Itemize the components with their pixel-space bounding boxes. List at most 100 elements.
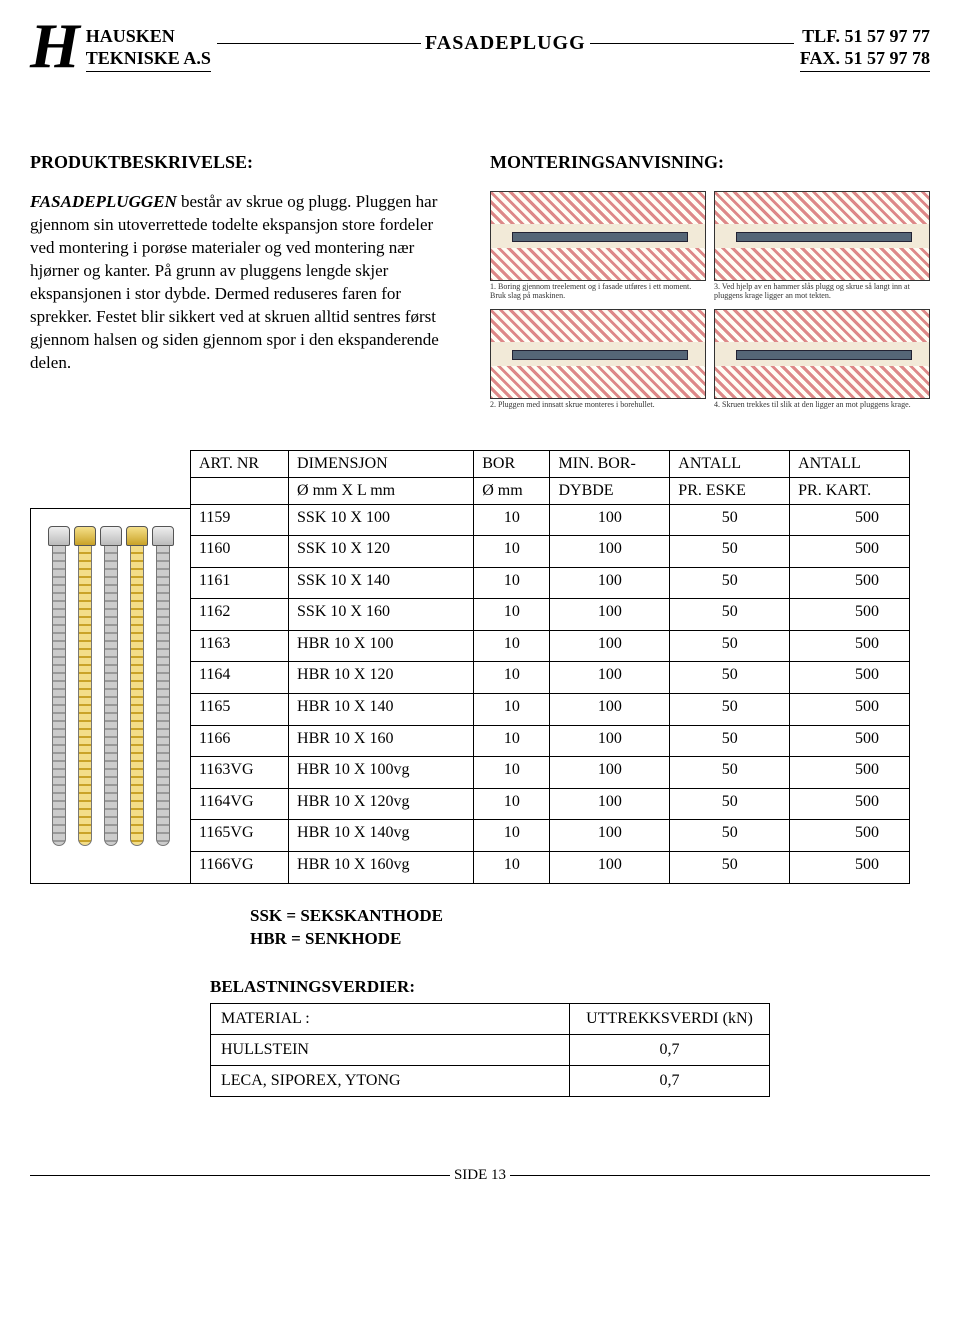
- cell-kart: 500: [790, 725, 910, 757]
- load-row: LECA, SIPOREX, YTONG 0,7: [211, 1066, 770, 1097]
- table-row: 1161SSK 10 X 1401010050500: [191, 567, 910, 599]
- contact-block: TLF. 51 57 97 77 FAX. 51 57 97 78: [800, 26, 930, 72]
- table-row: 1159SSK 10 X 1001010050500: [191, 504, 910, 536]
- col-kart-2: PR. KART.: [790, 477, 910, 504]
- cell-kart: 500: [790, 851, 910, 883]
- legend-block: SSK = SEKSKANTHODE HBR = SENKHODE: [250, 904, 930, 952]
- cell-dim: SSK 10 X 120: [289, 536, 474, 568]
- cell-dyb: 100: [550, 757, 670, 789]
- load-row: HULLSTEIN 0,7: [211, 1035, 770, 1066]
- cell-dyb: 100: [550, 820, 670, 852]
- cell-kart: 500: [790, 630, 910, 662]
- screw-illustration-1: [50, 526, 68, 866]
- cell-dyb: 100: [550, 725, 670, 757]
- load-header-material: MATERIAL :: [211, 1004, 570, 1035]
- cell-art: 1161: [191, 567, 289, 599]
- cell-kart: 500: [790, 820, 910, 852]
- cell-bor: 10: [474, 567, 550, 599]
- cell-eske: 50: [670, 662, 790, 694]
- table-row: 1163VGHBR 10 X 100vg1010050500: [191, 757, 910, 789]
- table-row: 1166HBR 10 X 1601010050500: [191, 725, 910, 757]
- table-row: 1162SSK 10 X 1601010050500: [191, 599, 910, 631]
- cell-bor: 10: [474, 757, 550, 789]
- mounting-diagram-2: [490, 309, 706, 399]
- col-minbor-1: MIN. BOR-: [550, 450, 670, 477]
- cell-eske: 50: [670, 504, 790, 536]
- load-heading: BELASTNINGSVERDIER:: [210, 977, 770, 997]
- cell-dim: SSK 10 X 100: [289, 504, 474, 536]
- cell-dim: HBR 10 X 160: [289, 725, 474, 757]
- table-row: 1160SSK 10 X 1201010050500: [191, 536, 910, 568]
- cell-dim: HBR 10 X 140: [289, 694, 474, 726]
- cell-kart: 500: [790, 599, 910, 631]
- cell-kart: 500: [790, 504, 910, 536]
- spec-header-row-2: Ø mm X L mm Ø mm DYBDE PR. ESKE PR. KART…: [191, 477, 910, 504]
- load-table: MATERIAL : UTTREKKSVERDI (kN) HULLSTEIN …: [210, 1003, 770, 1097]
- cell-bor: 10: [474, 662, 550, 694]
- load-table-wrap: BELASTNINGSVERDIER: MATERIAL : UTTREKKSV…: [210, 977, 770, 1097]
- diagram-4-wrap: 4. Skruen trekkes til slik at den ligger…: [714, 309, 930, 410]
- spec-table-wrap: ART. NR DIMENSJON BOR MIN. BOR- ANTALL A…: [30, 450, 930, 884]
- logo-letter: H: [30, 20, 80, 71]
- cell-bor: 10: [474, 788, 550, 820]
- cell-art: 1163: [191, 630, 289, 662]
- cell-bor: 10: [474, 630, 550, 662]
- cell-kart: 500: [790, 757, 910, 789]
- mounting-caption-1: 1. Boring gjennom treelement og i fasade…: [490, 283, 706, 301]
- screw-illustration-3: [102, 526, 120, 866]
- diagram-3-wrap: 3. Ved hjelp av en hammer slås plugg og …: [714, 191, 930, 301]
- cell-dyb: 100: [550, 788, 670, 820]
- page-title-wrap: FASADEPLUGG: [217, 32, 794, 55]
- cell-kart: 500: [790, 662, 910, 694]
- cell-eske: 50: [670, 694, 790, 726]
- cell-art: 1163VG: [191, 757, 289, 789]
- cell-bor: 10: [474, 694, 550, 726]
- legend-hbr: HBR = SENKHODE: [250, 927, 930, 951]
- col-artnr-2: [191, 477, 289, 504]
- cell-art: 1166VG: [191, 851, 289, 883]
- load-material-0: HULLSTEIN: [211, 1035, 570, 1066]
- mounting-caption-4: 4. Skruen trekkes til slik at den ligger…: [714, 401, 930, 410]
- cell-bor: 10: [474, 725, 550, 757]
- cell-bor: 10: [474, 851, 550, 883]
- product-image: [30, 508, 190, 884]
- cell-dyb: 100: [550, 694, 670, 726]
- product-description-heading: PRODUKTBESKRIVELSE:: [30, 152, 460, 173]
- cell-dyb: 100: [550, 851, 670, 883]
- product-description-text: FASADEPLUGGEN består av skrue og plugg. …: [30, 191, 460, 375]
- product-description-column: PRODUKTBESKRIVELSE: FASADEPLUGGEN består…: [30, 152, 460, 409]
- col-eske-1: ANTALL: [670, 450, 790, 477]
- cell-kart: 500: [790, 536, 910, 568]
- header-rule-right: [800, 71, 930, 72]
- cell-dim: SSK 10 X 160: [289, 599, 474, 631]
- load-header-value: UTTREKKSVERDI (kN): [570, 1004, 770, 1035]
- cell-art: 1159: [191, 504, 289, 536]
- mounting-diagram-grid: 1. Boring gjennom treelement og i fasade…: [490, 191, 930, 409]
- cell-art: 1165VG: [191, 820, 289, 852]
- cell-art: 1165: [191, 694, 289, 726]
- cell-kart: 500: [790, 567, 910, 599]
- screw-illustration-5: [154, 526, 172, 866]
- footer-rule-left: [30, 1175, 450, 1176]
- cell-dyb: 100: [550, 536, 670, 568]
- table-row: 1165VGHBR 10 X 140vg1010050500: [191, 820, 910, 852]
- cell-art: 1160: [191, 536, 289, 568]
- col-eske-2: PR. ESKE: [670, 477, 790, 504]
- legend-ssk: SSK = SEKSKANTHODE: [250, 904, 930, 928]
- cell-kart: 500: [790, 694, 910, 726]
- cell-bor: 10: [474, 536, 550, 568]
- table-row: 1166VGHBR 10 X 160vg1010050500: [191, 851, 910, 883]
- page-title: FASADEPLUGG: [425, 32, 586, 55]
- company-block: HAUSKEN TEKNISKE A.S: [86, 26, 211, 72]
- screw-illustration-2: [76, 526, 94, 866]
- col-minbor-2: DYBDE: [550, 477, 670, 504]
- mounting-heading: MONTERINGSANVISNING:: [490, 152, 930, 173]
- col-dim-2: Ø mm X L mm: [289, 477, 474, 504]
- cell-kart: 500: [790, 788, 910, 820]
- intro-two-column: PRODUKTBESKRIVELSE: FASADEPLUGGEN består…: [30, 152, 930, 409]
- cell-dim: HBR 10 X 100: [289, 630, 474, 662]
- cell-dim: SSK 10 X 140: [289, 567, 474, 599]
- cell-dim: HBR 10 X 100vg: [289, 757, 474, 789]
- cell-eske: 50: [670, 630, 790, 662]
- mounting-caption-3: 3. Ved hjelp av en hammer slås plugg og …: [714, 283, 930, 301]
